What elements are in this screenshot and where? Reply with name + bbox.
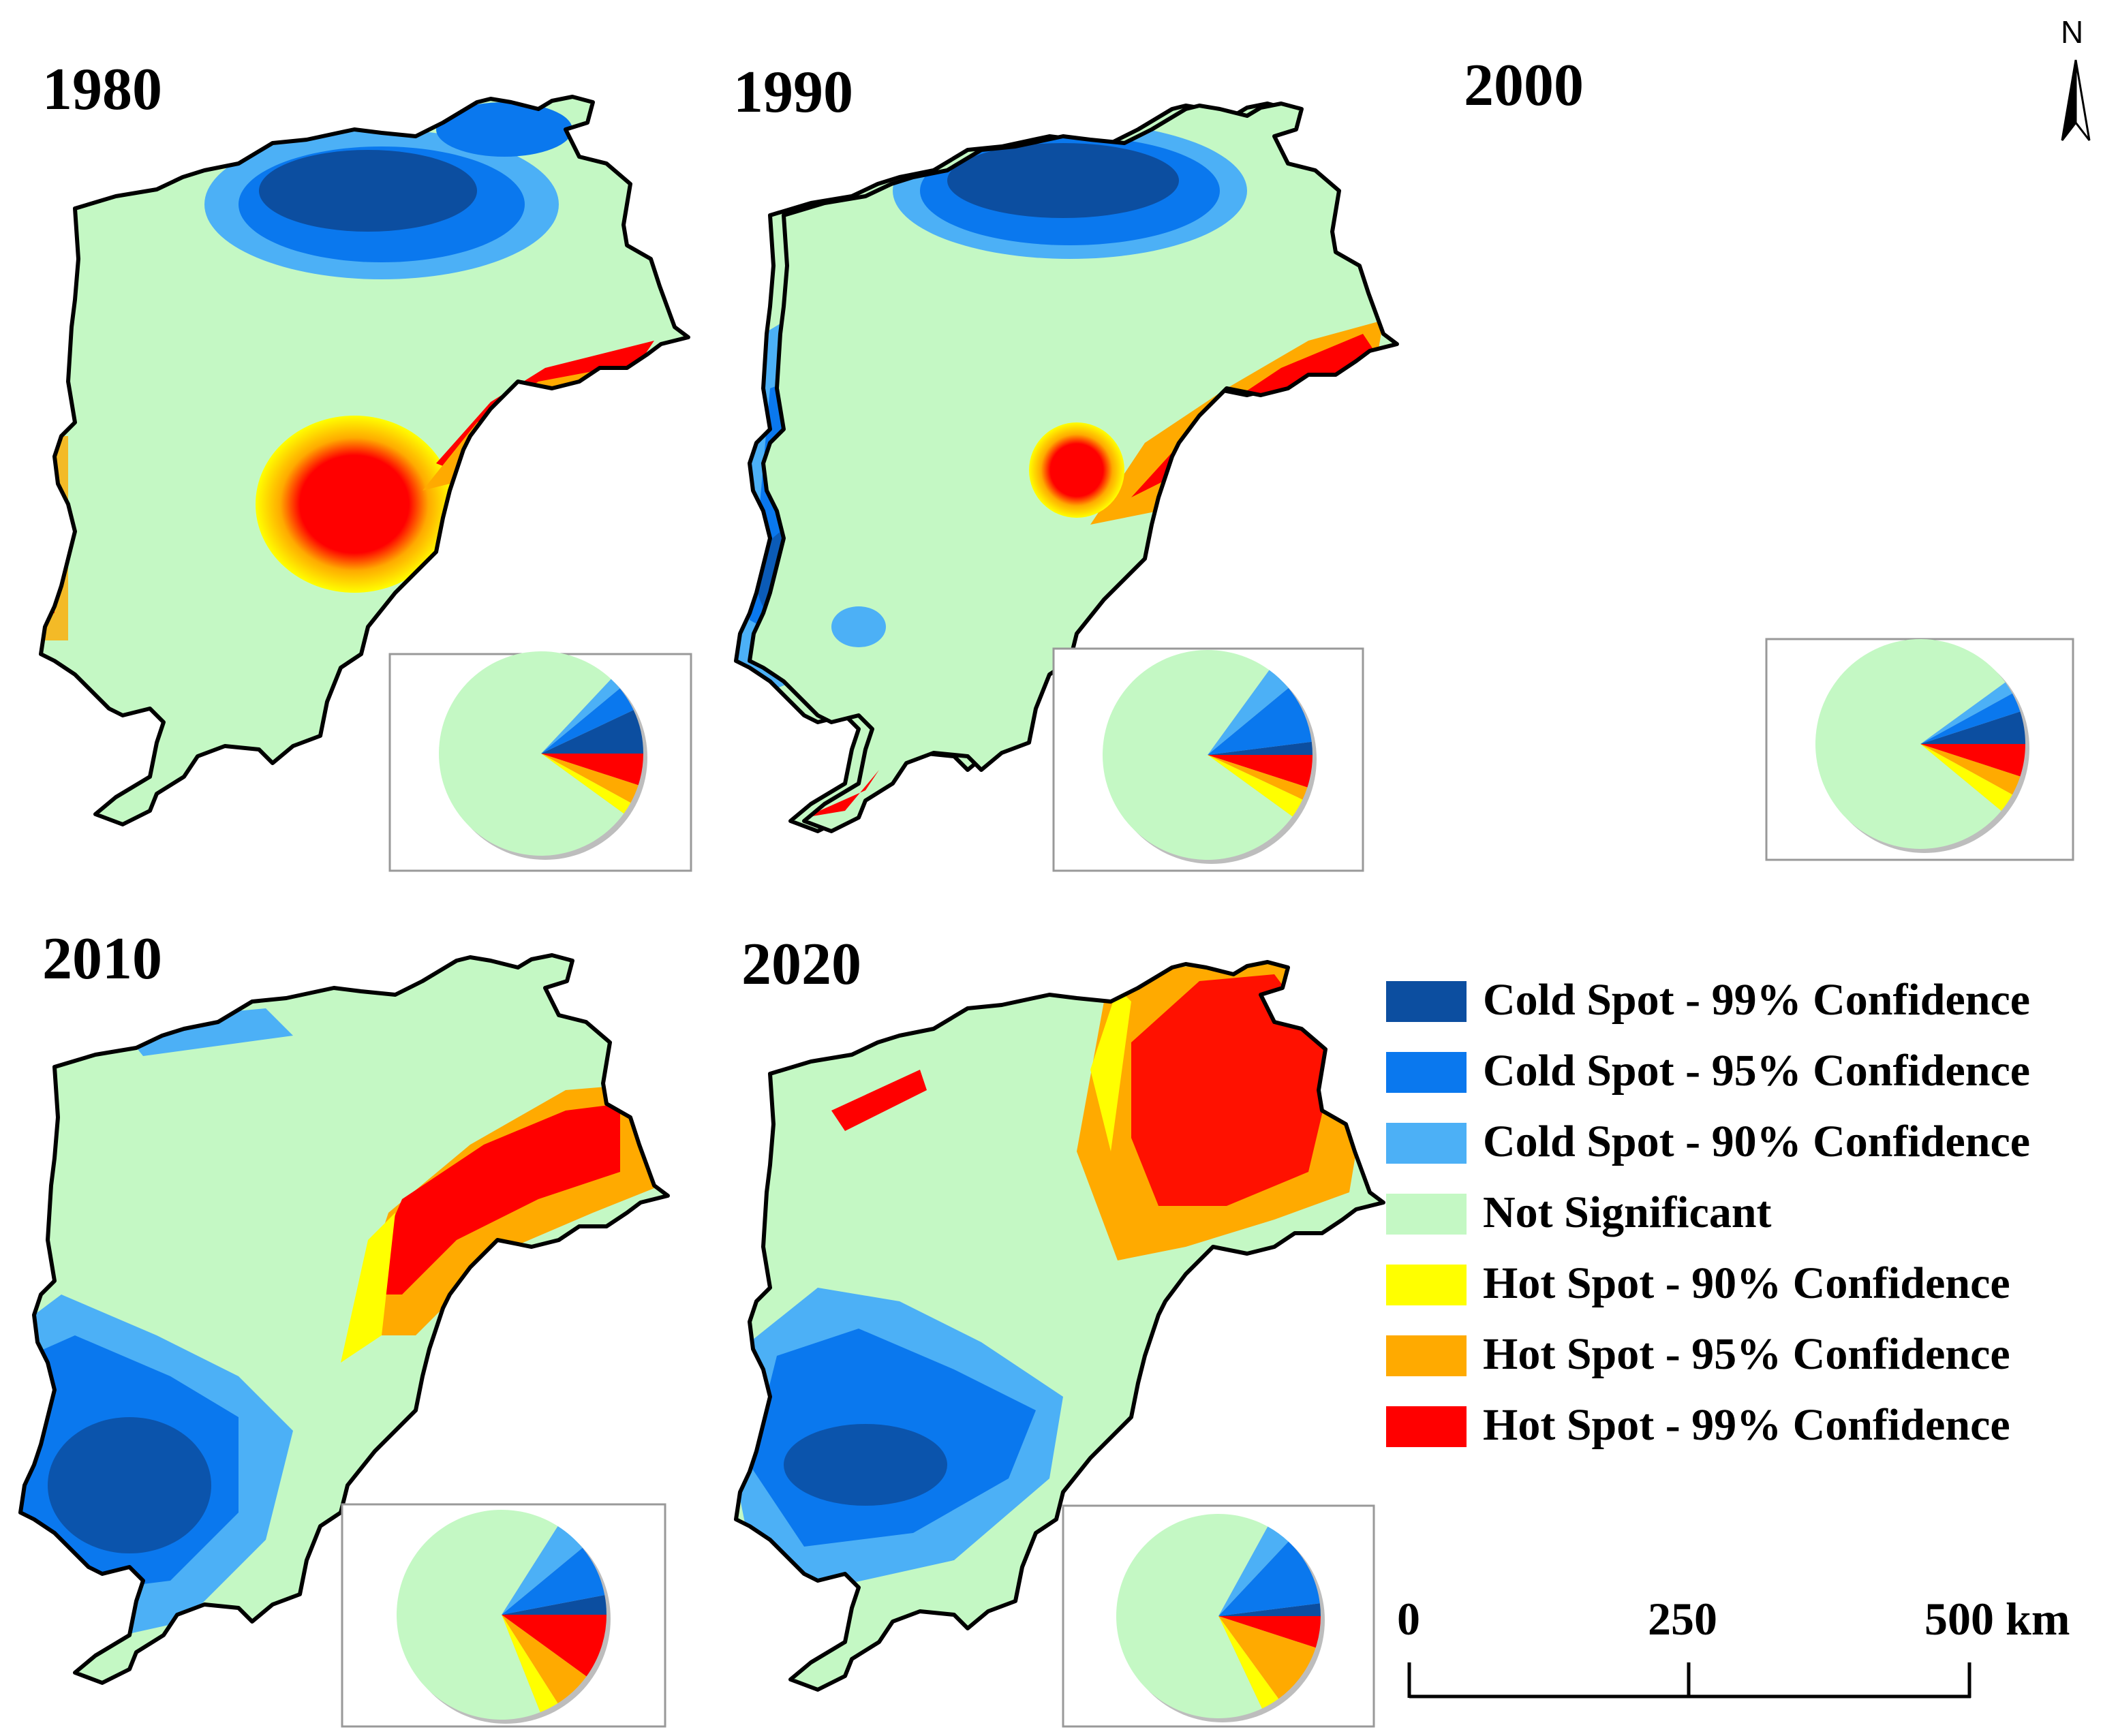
pie-slice-2010 — [502, 1615, 587, 1704]
legend-label: Hot Spot - 95% Confidence — [1483, 1329, 2010, 1379]
pie-slice-2010 — [502, 1547, 605, 1615]
pie-charts — [397, 639, 2029, 1724]
pie-slice-2020 — [1218, 1616, 1279, 1709]
legend-label: Not Significant — [1483, 1188, 1772, 1237]
pie-slice-1980 — [541, 754, 631, 814]
pie-slice-2010 — [502, 1615, 558, 1713]
scale-label-0: 0 — [1397, 1593, 1420, 1645]
north-arrow-icon — [2061, 59, 2091, 141]
legend-label: Cold Spot - 95% Confidence — [1483, 1046, 2031, 1096]
year-label-1980: 1980 — [42, 57, 162, 123]
pie-slice-2000 — [1920, 744, 2025, 777]
pie-slice-1980 — [541, 688, 634, 754]
pie-slice-2020 — [1218, 1526, 1289, 1616]
year-label-2020: 2020 — [741, 931, 861, 997]
pie-slice-2000 — [1815, 639, 2006, 849]
legend-label: Hot Spot - 90% Confidence — [1483, 1258, 2010, 1308]
pie-slice-2020 — [1218, 1541, 1320, 1616]
pie-slice-1990 — [1208, 687, 1312, 755]
hot-spot-zone — [256, 416, 453, 593]
legend-swatch — [1386, 981, 1467, 1022]
north-label: N — [2061, 14, 2084, 50]
legend-label: Cold Spot - 99% Confidence — [1483, 975, 2031, 1025]
map-2020 — [736, 961, 1383, 1690]
legend-swatch — [1386, 1194, 1467, 1235]
scale-label-250: 250 — [1648, 1593, 1717, 1645]
pie-slice-2010 — [502, 1595, 607, 1615]
pie-slice-2020 — [1116, 1514, 1268, 1718]
pie-slice-1980 — [439, 651, 624, 856]
pie-slice-1990 — [1208, 755, 1313, 788]
pie-slice-1990 — [1208, 755, 1303, 817]
pie-slice-2020 — [1218, 1616, 1321, 1648]
year-label-2000: 2000 — [1464, 52, 1584, 119]
year-label-2010: 2010 — [42, 926, 162, 992]
pie-slice-2000 — [1920, 682, 2012, 744]
pie-slice-2010 — [502, 1525, 583, 1615]
pie-slice-1980 — [541, 754, 639, 803]
pie-slice-1990 — [1103, 650, 1293, 861]
pie-slice-2020 — [1218, 1616, 1316, 1699]
legend-label: Hot Spot - 99% Confidence — [1483, 1400, 2010, 1450]
pie-slice-1990 — [1208, 755, 1308, 800]
pie-slice-2000 — [1920, 744, 2012, 811]
pie-slice-2000 — [1920, 744, 2021, 795]
pie-slice-1990 — [1208, 670, 1289, 755]
pie-slice-1980 — [541, 754, 643, 786]
pie-slice-2020 — [1218, 1603, 1321, 1616]
pie-slice-1980 — [541, 710, 643, 754]
pie-slice-2000 — [1920, 693, 2021, 744]
scale-bar — [1407, 1662, 1971, 1699]
pie-slice-2010 — [502, 1615, 607, 1677]
legend-swatch — [1386, 1123, 1467, 1164]
scale-label-500: 500 km — [1924, 1593, 2070, 1645]
legend-swatch — [1386, 1265, 1467, 1305]
legend-swatch — [1386, 1052, 1467, 1093]
legend-swatch — [1386, 1335, 1467, 1376]
legend-swatch — [1386, 1406, 1467, 1447]
pie-slice-2000 — [1920, 711, 2025, 744]
pie-slice-2010 — [397, 1510, 558, 1720]
pie-slice-1980 — [541, 679, 620, 754]
pie-slice-1990 — [1208, 741, 1313, 755]
legend-label: Cold Spot - 90% Confidence — [1483, 1117, 2031, 1166]
year-label-1990: 1990 — [733, 59, 853, 125]
